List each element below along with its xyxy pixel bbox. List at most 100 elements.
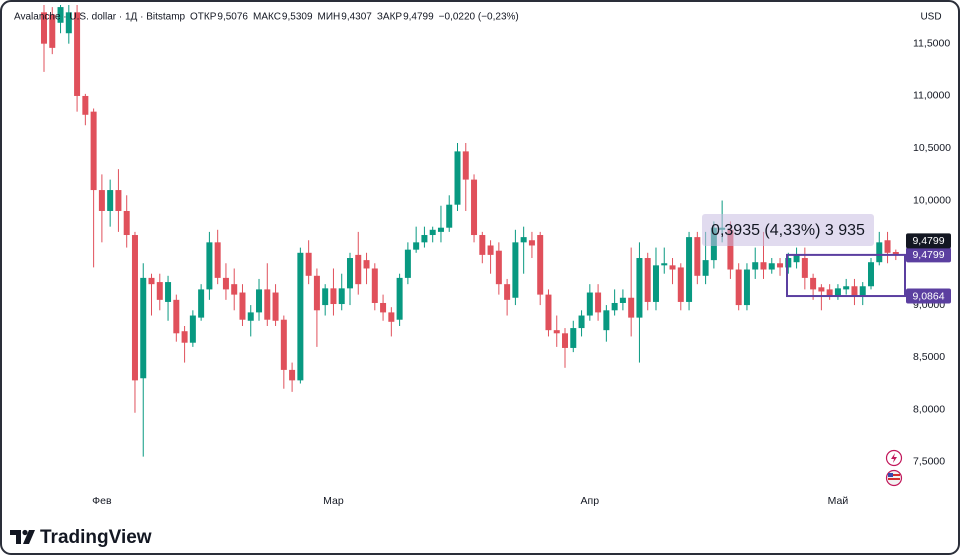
candle-body [801,258,808,278]
candle-body [380,302,387,313]
candle-body [82,95,89,115]
candle-body [661,263,668,266]
candle-body [537,235,544,295]
candle-body [297,252,304,381]
candle-body [628,297,635,318]
candle-body [735,269,742,306]
candle-body [520,237,527,243]
candle-body [777,263,784,268]
candle-body [743,269,750,306]
candle-body [280,319,287,370]
candle-body [371,268,378,303]
candle-body [669,265,676,270]
candle-body [619,297,626,303]
candle-body [528,240,535,246]
change: −0,0220 (−0,23%) [439,12,519,23]
y-tick-label: 8,0000 [913,403,945,415]
candle-body [471,179,478,236]
candle-body [752,262,759,270]
candle-body [876,242,883,263]
candle-body [603,310,610,331]
logo-mark [23,530,35,544]
candle-body [595,292,602,313]
candle-body [504,284,511,300]
candle-body [793,254,800,263]
candle-body [57,7,64,23]
flag-stripe [888,474,900,476]
candle-body [429,229,436,236]
candle-body [578,315,585,329]
annotation: 0,3935 (4,33%) 3 935 [711,222,865,239]
candle-body [115,190,122,211]
candle-body [694,237,701,276]
candle-body [189,315,196,343]
candle-body [727,229,734,270]
price-label-bg [906,247,951,263]
candle-body [49,14,56,48]
candle-body [322,288,329,306]
range-box [786,253,906,298]
candle-body [686,237,693,302]
candle-body [892,252,899,255]
candle-body [363,260,370,269]
ohlc-legend: ОТКР 9,5076 МАКС 9,5309 МИН 9,4307 ЗАКР 9,4799−… [190,12,519,23]
candle-body [74,12,81,96]
price-label-bg [906,233,951,249]
ohlc-label: ЗАКР [377,12,403,23]
price-label: 9,4799 [912,235,944,247]
candle-body [810,277,817,290]
candle-body [231,284,238,295]
candle-body [843,286,850,290]
candle-body [140,277,147,379]
candle-body [148,277,155,285]
candle-body [330,288,337,305]
candle-body [404,249,411,278]
candle-body [65,12,72,34]
candle-body [214,242,221,278]
candle-body [545,294,552,331]
price-label: 9,0864 [912,290,944,302]
candle-body [413,242,420,250]
candle-body [156,282,163,300]
y-tick-label: 8,5000 [913,351,945,363]
candle-body [677,267,684,302]
ohlc-label: МИН [318,12,341,23]
candle-body [768,263,775,270]
candle-body [868,262,874,287]
ohlc-label: МАКС [253,12,281,23]
candle-body [107,190,114,211]
candle-body [421,235,428,243]
y-tick-label: 10,0000 [913,194,951,206]
candle-body [396,277,403,320]
currency: USD [920,12,941,23]
candle-body [652,265,659,302]
logo[interactable]: TradingView [10,527,152,548]
candle-body [818,287,825,292]
candle-body [173,299,180,334]
candle-body [834,288,841,296]
candle-body [487,245,494,255]
candle-body [562,333,569,348]
candle-body [553,330,560,334]
candle-body [636,258,643,318]
candle-body [884,240,891,253]
price-label: 9,4799 [912,249,944,261]
candle-body [131,235,138,381]
y-tick-label: 11,0000 [913,90,950,102]
candle-body [702,260,709,276]
candle-body [222,277,229,290]
x-tick-label: Мар [323,495,344,507]
candle-body [256,289,263,313]
ohlc-value: 9,4799 [403,12,434,23]
logo-mark [22,529,28,536]
candle-body [570,328,577,348]
candle-body [165,282,172,302]
x-tick-label: Фев [92,495,112,507]
candle-body [272,292,279,321]
candle-body [206,242,213,290]
candle-body [437,227,444,232]
candle-body [198,289,205,318]
